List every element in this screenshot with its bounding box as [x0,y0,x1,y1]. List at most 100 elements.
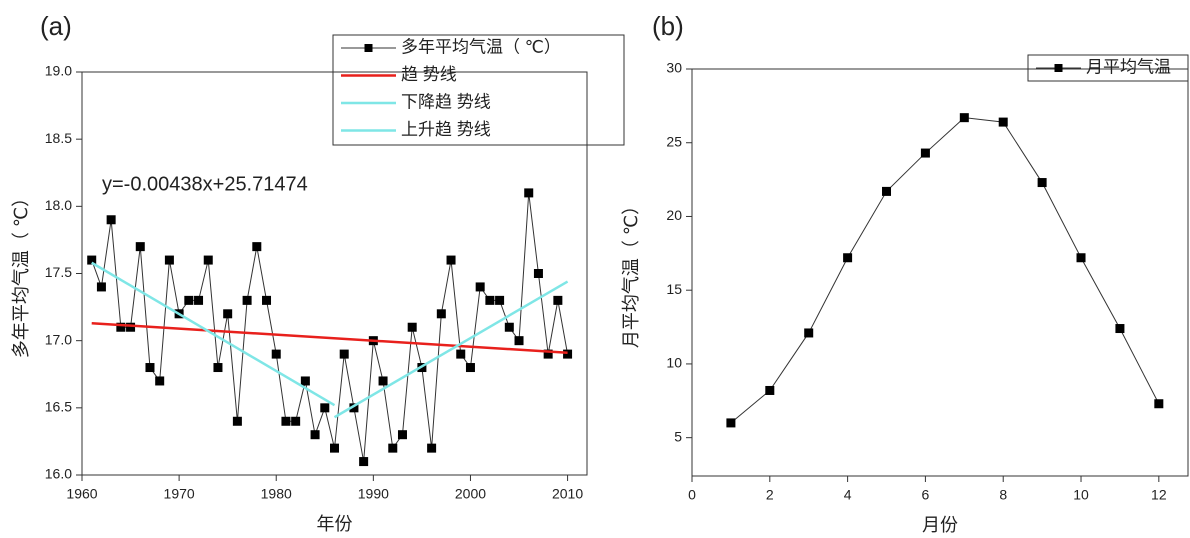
annotation: y=-0.00438x+25.71474 [102,173,308,195]
y-tick-label: 17.0 [45,331,72,347]
x-axis-title: 年份 [317,514,353,534]
marker [397,430,407,440]
marker [1154,399,1164,409]
marker [553,295,563,305]
y-tick-label: 17.5 [45,264,72,280]
x-tick-label: 4 [844,487,852,503]
legend-box [332,34,625,146]
y-tick-label: 19.0 [45,63,72,79]
marker [920,148,930,158]
y-tick-label: 18.0 [45,197,72,213]
plot-frame [81,71,588,476]
marker [485,295,495,305]
marker [446,255,456,265]
marker [184,295,194,305]
legend-box [1027,54,1189,82]
marker [726,418,736,428]
marker [291,416,301,426]
marker [427,443,437,453]
marker [223,309,233,319]
marker [563,349,573,359]
marker [998,117,1008,127]
marker [843,253,853,263]
marker [882,186,892,196]
plot-frame [691,68,1189,477]
marker [203,255,213,265]
series-line [333,280,569,419]
marker [456,349,466,359]
marker [514,336,524,346]
legend-label: 多年平均气温（ ℃） [401,37,561,56]
y-axis-title: 月平均气温（ ℃） [621,197,641,348]
marker [106,215,116,225]
marker [359,457,369,467]
legend-label: 月平均气温 [1086,57,1171,76]
marker [281,416,291,426]
marker [320,403,330,413]
marker [87,255,97,265]
series-line [91,321,568,355]
marker [765,385,775,395]
marker [135,242,145,252]
marker [436,309,446,319]
y-axis-title: 多年平均气温（ ℃） [11,189,31,358]
series-line [91,261,336,407]
marker [232,416,242,426]
x-tick-label: 8 [999,487,1007,503]
marker [242,295,252,305]
series-line [730,117,1160,424]
marker [349,403,359,413]
marker [378,376,388,386]
marker [475,282,485,292]
marker [543,349,553,359]
marker [804,328,814,338]
marker [271,349,281,359]
x-tick-label: 12 [1151,487,1167,503]
x-axis-title: 月份 [922,515,958,535]
marker [495,295,505,305]
legend-label: 趋 势线 [401,65,457,84]
marker [96,282,106,292]
y-tick-label: 15 [666,281,682,297]
marker [504,322,514,332]
marker [116,322,126,332]
marker [155,376,165,386]
marker [524,188,534,198]
marker [407,322,417,332]
marker [194,295,204,305]
legend-label: 下降趋 势线 [401,92,491,111]
y-tick-label: 10 [666,355,682,371]
marker [126,322,136,332]
marker [145,363,155,373]
x-tick-label: 1960 [66,486,97,502]
y-tick-label: 16.5 [45,399,72,415]
y-tick-label: 30 [666,60,682,76]
marker [339,349,349,359]
legend-marker [1054,64,1063,72]
x-tick-label: 0 [688,487,696,503]
panel-title: (a) [40,11,72,41]
y-tick-label: 25 [666,133,682,149]
x-tick-label: 10 [1073,487,1089,503]
x-tick-label: 1980 [261,486,292,502]
y-tick-label: 16.0 [45,466,72,482]
marker [252,242,262,252]
y-tick-label: 5 [674,428,682,444]
marker [1115,324,1125,334]
x-tick-label: 2000 [455,486,486,502]
x-tick-label: 6 [922,487,930,503]
legend-marker [364,44,373,52]
marker [330,443,339,453]
marker [164,255,174,265]
x-tick-label: 1990 [358,486,389,502]
marker [388,443,398,453]
x-tick-label: 1970 [164,486,195,502]
marker [262,295,272,305]
marker [533,269,543,278]
x-tick-label: 2 [766,487,774,503]
panel-title: (b) [652,11,684,41]
marker [1076,253,1086,263]
x-tick-label: 2010 [552,486,583,502]
legend-label: 上升趋 势线 [401,120,491,139]
